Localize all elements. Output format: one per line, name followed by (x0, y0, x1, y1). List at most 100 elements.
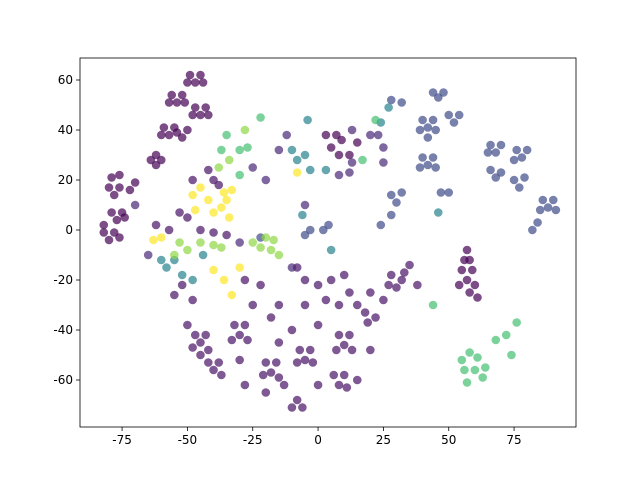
point (386, 270, 396, 280)
point (256, 243, 265, 252)
point (115, 183, 124, 192)
point (222, 195, 231, 205)
point (470, 280, 480, 290)
y-tick-label: 60 (58, 73, 73, 87)
point (156, 233, 166, 242)
point (358, 155, 367, 165)
point (465, 255, 474, 265)
point (360, 308, 370, 317)
point (334, 380, 344, 390)
point (172, 98, 182, 107)
point (261, 358, 271, 367)
point (217, 243, 226, 252)
point (235, 355, 244, 365)
point (376, 220, 386, 230)
point (431, 163, 440, 172)
point (219, 188, 229, 197)
point (300, 355, 310, 365)
point (188, 190, 197, 200)
point (512, 318, 521, 327)
point (261, 233, 271, 242)
point (109, 190, 119, 200)
point (235, 330, 244, 340)
point (509, 155, 519, 165)
point (384, 280, 393, 290)
point (509, 175, 519, 185)
point (261, 175, 271, 185)
point (214, 358, 224, 367)
point (339, 270, 349, 280)
point (512, 145, 521, 155)
point (444, 188, 454, 197)
point (256, 113, 265, 122)
point (188, 275, 197, 285)
point (405, 260, 414, 270)
point (230, 320, 239, 330)
point (392, 198, 401, 207)
point (175, 238, 184, 247)
point (533, 218, 542, 227)
point (115, 170, 124, 180)
point (334, 300, 344, 310)
x-tick-label: 25 (376, 433, 391, 447)
point (151, 160, 161, 170)
point (366, 288, 375, 297)
point (366, 345, 375, 355)
point (342, 383, 352, 392)
point (460, 365, 469, 375)
point (170, 250, 179, 260)
point (491, 148, 501, 157)
point (180, 98, 190, 107)
point (258, 370, 268, 380)
point (204, 358, 213, 367)
point (551, 205, 561, 215)
point (462, 275, 472, 285)
point (491, 173, 501, 182)
point (439, 88, 448, 97)
point (188, 343, 197, 352)
point (345, 288, 354, 297)
point (177, 270, 187, 280)
point (271, 358, 281, 367)
point (303, 115, 312, 125)
y-tick-label: -20 (53, 273, 73, 287)
point (235, 145, 244, 155)
point (371, 313, 380, 322)
point (334, 150, 344, 160)
point (112, 215, 122, 225)
point (183, 320, 192, 330)
point (400, 268, 409, 277)
point (326, 245, 336, 255)
point (292, 155, 302, 165)
point (321, 130, 331, 140)
point (188, 175, 197, 185)
point (209, 208, 218, 217)
y-tick-label: 20 (58, 173, 73, 187)
point (175, 208, 184, 217)
point (454, 280, 464, 290)
point (300, 275, 310, 285)
point (183, 78, 192, 87)
point (99, 228, 109, 237)
point (107, 208, 116, 217)
point (274, 373, 284, 382)
point (298, 210, 307, 220)
point (295, 345, 305, 355)
point (217, 145, 226, 155)
point (177, 133, 187, 142)
point (386, 95, 396, 105)
point (528, 225, 537, 235)
point (326, 143, 336, 152)
point (548, 195, 558, 205)
point (204, 195, 213, 205)
point (481, 363, 490, 372)
point (274, 300, 284, 310)
point (214, 163, 224, 172)
point (436, 188, 446, 197)
point (235, 238, 244, 247)
point (543, 203, 553, 212)
point (345, 330, 354, 340)
point (300, 230, 310, 240)
plot-area (99, 70, 561, 412)
point (386, 190, 396, 200)
